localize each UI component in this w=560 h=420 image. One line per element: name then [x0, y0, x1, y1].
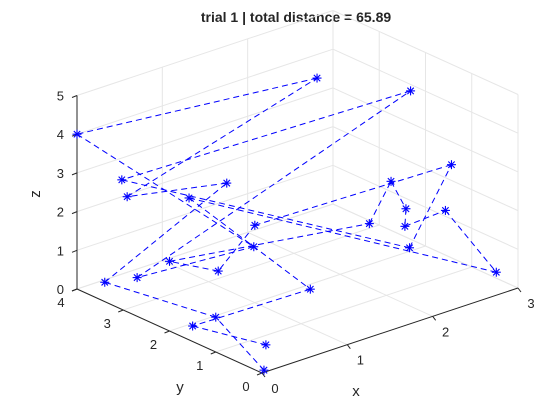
route-segment — [136, 246, 254, 279]
city-marker — [132, 273, 142, 283]
x-tick-mark — [432, 316, 437, 321]
route-segment — [390, 181, 407, 209]
grid-line — [76, 10, 334, 96]
route-segment — [188, 197, 497, 273]
x-tick-label: 2 — [442, 324, 449, 339]
route-segment — [121, 90, 411, 181]
x-axis-line — [261, 287, 519, 374]
route-segment — [192, 325, 267, 346]
city-marker — [213, 266, 223, 276]
city-marker — [117, 175, 127, 185]
grid-line — [76, 87, 334, 174]
route-markers — [72, 73, 501, 375]
z-tick-label: 3 — [57, 166, 64, 181]
route-segment — [409, 164, 452, 249]
city-marker — [184, 193, 194, 203]
grid-line — [215, 266, 472, 353]
route-segment — [136, 90, 411, 279]
y-tick-mark — [210, 351, 216, 355]
x-tick-label: 3 — [527, 296, 534, 311]
city-marker — [261, 340, 271, 350]
grid-line — [332, 126, 519, 212]
grid-line — [332, 48, 519, 134]
z-tick-mark — [71, 288, 78, 292]
route-lines — [76, 77, 497, 371]
grid-line — [76, 48, 334, 135]
grid-line — [76, 203, 334, 290]
city-marker — [406, 86, 416, 96]
y-tick-mark — [118, 309, 124, 313]
grid-line — [332, 10, 519, 95]
route-segment — [169, 260, 219, 272]
grid-line — [169, 245, 426, 332]
route-segment — [404, 209, 446, 227]
z-tick-mark — [71, 172, 78, 176]
y-tick-mark — [164, 330, 170, 334]
x-tick-label: 1 — [357, 353, 364, 368]
grid-line — [123, 224, 380, 311]
z-axis-label: z — [27, 190, 44, 198]
route-segment — [76, 77, 318, 135]
grid-line — [76, 126, 334, 213]
city-marker — [249, 242, 259, 252]
city-marker — [100, 277, 110, 287]
grid-line — [332, 87, 519, 173]
route-segment — [445, 210, 497, 273]
z-tick-mark — [71, 95, 78, 98]
z-tick-label: 0 — [57, 282, 64, 297]
city-marker — [364, 219, 374, 229]
city-marker — [222, 178, 232, 188]
route-segment — [169, 223, 370, 262]
grid-line — [332, 164, 519, 250]
y-tick-label: 0 — [242, 379, 249, 394]
z-tick-mark — [71, 249, 78, 253]
city-marker — [491, 267, 501, 277]
z-tick-label: 1 — [57, 243, 64, 258]
y-tick-label: 3 — [104, 316, 111, 331]
y-tick-label: 1 — [196, 358, 203, 373]
z-tick-label: 5 — [57, 89, 64, 104]
chart-title: trial 1 | total distance = 65.89 — [201, 9, 391, 25]
city-marker — [312, 73, 322, 83]
route-segment — [254, 164, 452, 226]
route-segment — [104, 281, 216, 318]
z-tick-mark — [71, 211, 78, 215]
y-axis-label: y — [176, 379, 184, 396]
city-marker — [386, 176, 396, 186]
route-segment — [127, 182, 227, 198]
route-segment — [126, 77, 318, 198]
route-segment — [215, 316, 265, 371]
x-tick-label: 0 — [271, 381, 278, 396]
x-axis-label: x — [352, 383, 360, 400]
x-tick-mark — [346, 344, 351, 349]
city-marker — [401, 204, 411, 214]
route-segment — [104, 182, 228, 283]
city-marker — [122, 192, 132, 202]
city-marker — [400, 221, 410, 231]
city-marker — [165, 256, 174, 266]
axes-box — [71, 95, 522, 378]
route-segment — [368, 181, 392, 224]
x-tick-mark — [261, 372, 266, 378]
z-tick-label: 4 — [57, 127, 64, 142]
x-tick-mark — [517, 287, 522, 293]
city-marker — [259, 365, 269, 375]
city-marker — [305, 284, 315, 294]
city-marker — [72, 129, 82, 139]
y-tick-label: 2 — [150, 337, 157, 352]
y-tick-label: 4 — [57, 295, 64, 310]
route-segment — [188, 197, 311, 290]
city-marker — [446, 160, 456, 170]
grid-line — [76, 164, 334, 251]
city-marker — [250, 220, 260, 230]
z-tick-label: 2 — [57, 205, 64, 220]
city-marker — [211, 312, 221, 322]
city-marker — [405, 243, 415, 253]
city-marker — [188, 321, 198, 331]
route-segment — [192, 288, 311, 327]
city-marker — [440, 205, 450, 215]
